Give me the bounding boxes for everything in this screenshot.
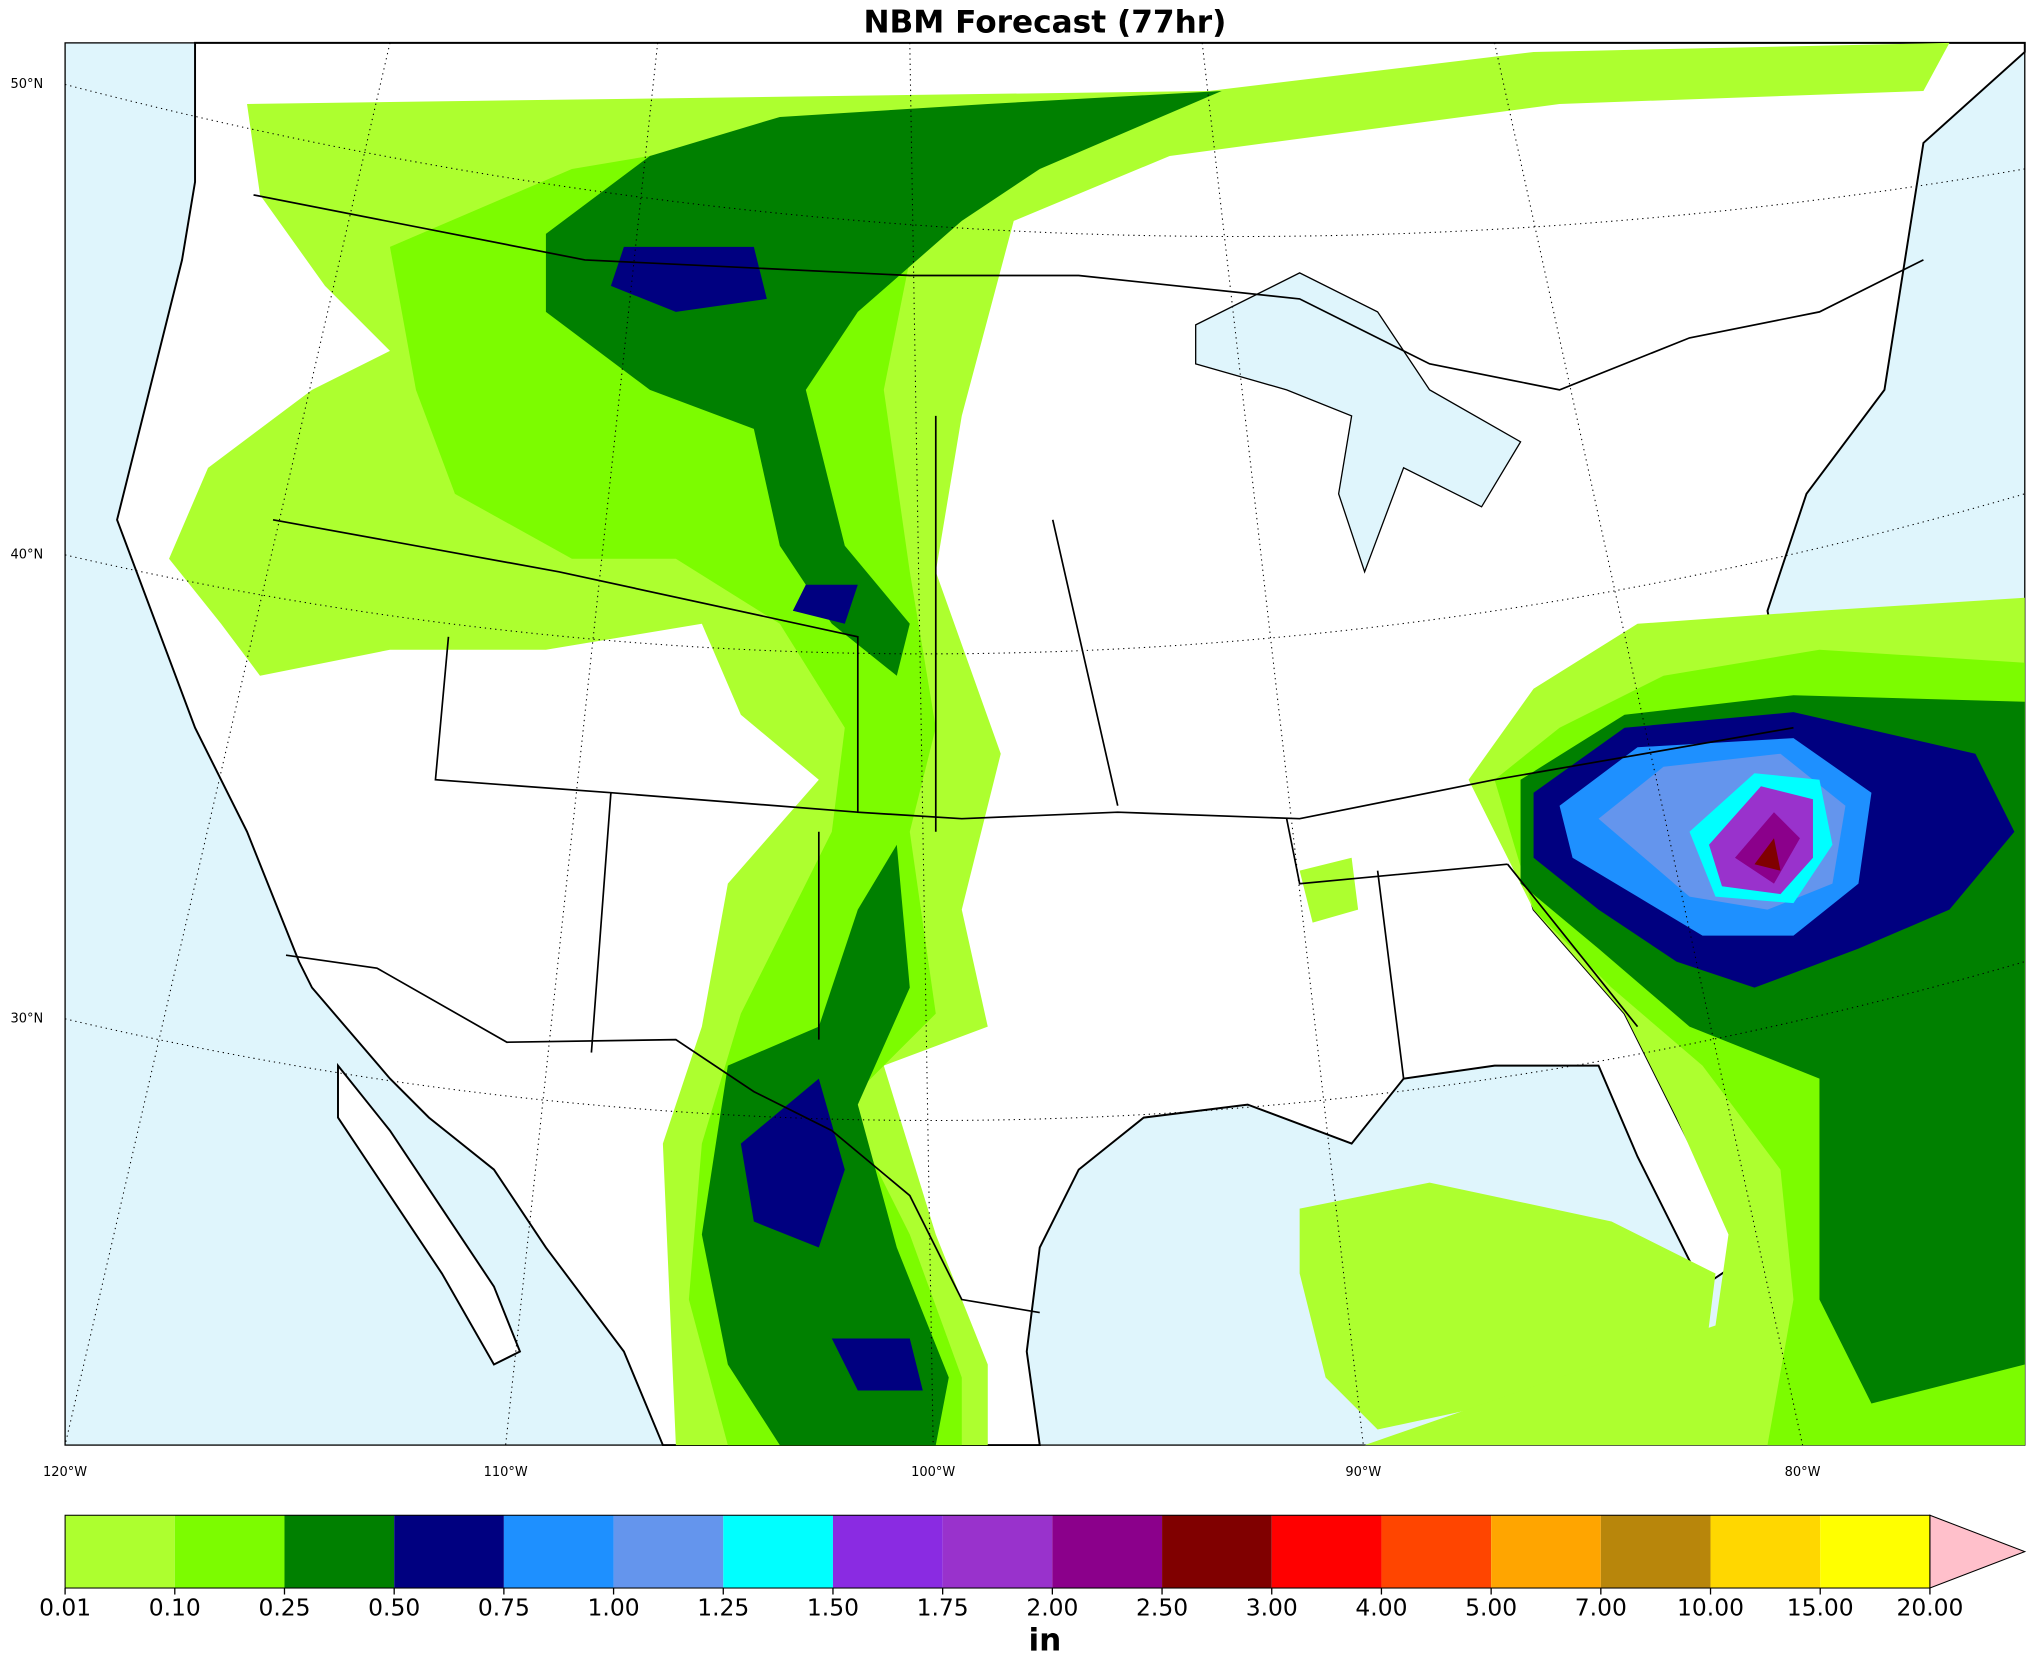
- colorbar-tick-label: 1.25: [697, 1593, 749, 1621]
- great-lakes: [1195, 272, 1522, 574]
- colorbar-box: [1710, 1515, 1821, 1589]
- colorbar-tick-label: 0.25: [258, 1593, 310, 1621]
- colorbar-tick-label: 1.75: [917, 1593, 969, 1621]
- precip-gulf: [1299, 857, 1716, 1430]
- colorbar-box: [65, 1515, 175, 1589]
- colorbar-box: [1600, 1515, 1711, 1589]
- colorbar-tick-label: 5.00: [1465, 1593, 1517, 1621]
- colorbar-unit: in: [1028, 1622, 1061, 1658]
- colorbar-extend: [1929, 1514, 2027, 1589]
- colorbar-tick-label: 0.01: [39, 1593, 91, 1621]
- borders: [253, 194, 1924, 1314]
- colorbar-box: [1271, 1515, 1382, 1589]
- lon-label: 120°W: [43, 1465, 87, 1480]
- colorbar-box: [1381, 1515, 1492, 1589]
- precip-west-3: [545, 90, 1222, 1446]
- lon-label: 90°W: [1345, 1465, 1381, 1480]
- colorbar-box: [942, 1515, 1053, 1589]
- lon-label: 80°W: [1785, 1465, 1821, 1480]
- precip-east-10: [1754, 838, 1781, 871]
- colorbar-box: [174, 1515, 285, 1589]
- colorbar-box: [1162, 1515, 1272, 1589]
- colorbar-tick-label: 2.50: [1136, 1593, 1188, 1621]
- colorbar-tick-label: 20.00: [1896, 1593, 1963, 1621]
- map-title: NBM Forecast (77hr): [863, 4, 1226, 40]
- colorbar-box: [1052, 1515, 1163, 1589]
- colorbar-tick-label: 4.00: [1355, 1593, 1407, 1621]
- colorbar-tick-label: 15.00: [1787, 1593, 1854, 1621]
- colorbar-tick-label: 1.00: [588, 1593, 640, 1621]
- lat-label: 40°N: [11, 547, 44, 562]
- colorbar-tick-label: 10.00: [1677, 1593, 1744, 1621]
- colorbar-tick-label: 0.10: [149, 1593, 201, 1621]
- colorbar-box: [1820, 1515, 1930, 1589]
- baja: [337, 1062, 522, 1366]
- map: [64, 41, 2026, 1447]
- colorbar-tick-label: 1.50: [807, 1593, 859, 1621]
- colorbar-tick-label: 3.00: [1246, 1593, 1298, 1621]
- colorbar-tick-label: 0.75: [478, 1593, 530, 1621]
- colorbar-box: [503, 1515, 614, 1589]
- lat-label: 50°N: [11, 77, 44, 92]
- colorbar-box: [832, 1515, 943, 1589]
- precip-west-4: [610, 246, 923, 1391]
- colorbar-box: [723, 1515, 833, 1589]
- precip-west-2: [389, 103, 1170, 1446]
- lat-label: 30°N: [11, 1011, 44, 1026]
- lon-label: 100°W: [911, 1465, 955, 1480]
- colorbar-tick-label: 2.00: [1026, 1593, 1078, 1621]
- colorbar-box: [284, 1515, 395, 1589]
- colorbar-tick-label: 7.00: [1575, 1593, 1627, 1621]
- colorbar-frame: [64, 1514, 1931, 1589]
- colorbar-box: [1491, 1515, 1601, 1589]
- colorbar-box: [394, 1515, 504, 1589]
- colorbar-tick-label: 0.50: [368, 1593, 420, 1621]
- lon-label: 110°W: [484, 1465, 528, 1480]
- graticule: [64, 42, 2025, 1446]
- colorbar-box: [613, 1515, 724, 1589]
